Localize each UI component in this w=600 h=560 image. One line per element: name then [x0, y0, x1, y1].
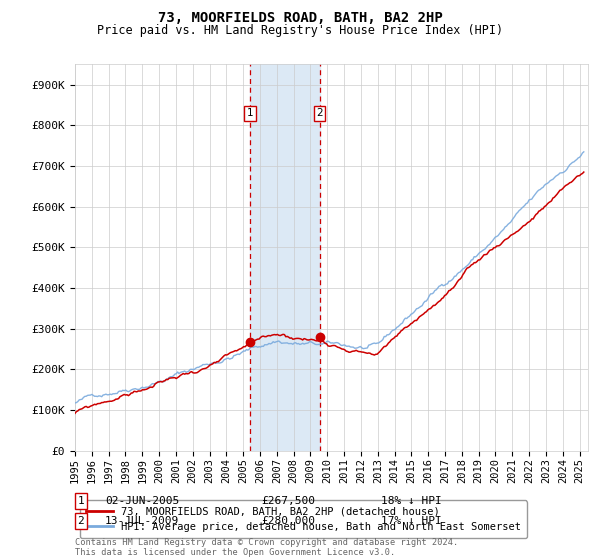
Text: 13-JUL-2009: 13-JUL-2009: [105, 516, 179, 526]
Text: 73, MOORFIELDS ROAD, BATH, BA2 2HP: 73, MOORFIELDS ROAD, BATH, BA2 2HP: [158, 11, 442, 25]
Text: £267,500: £267,500: [261, 496, 315, 506]
Text: 2: 2: [77, 516, 85, 526]
Text: 1: 1: [77, 496, 85, 506]
Text: Contains HM Land Registry data © Crown copyright and database right 2024.
This d: Contains HM Land Registry data © Crown c…: [75, 538, 458, 557]
Bar: [250, 64, 320, 451]
Text: 02-JUN-2005: 02-JUN-2005: [105, 496, 179, 506]
Text: 17% ↓ HPI: 17% ↓ HPI: [381, 516, 442, 526]
Legend: 73, MOORFIELDS ROAD, BATH, BA2 2HP (detached house), HPI: Average price, detache: 73, MOORFIELDS ROAD, BATH, BA2 2HP (deta…: [80, 501, 527, 538]
Text: £280,000: £280,000: [261, 516, 315, 526]
Text: 1: 1: [247, 108, 254, 118]
Text: Price paid vs. HM Land Registry's House Price Index (HPI): Price paid vs. HM Land Registry's House …: [97, 24, 503, 36]
Text: 2: 2: [316, 108, 323, 118]
Text: 18% ↓ HPI: 18% ↓ HPI: [381, 496, 442, 506]
